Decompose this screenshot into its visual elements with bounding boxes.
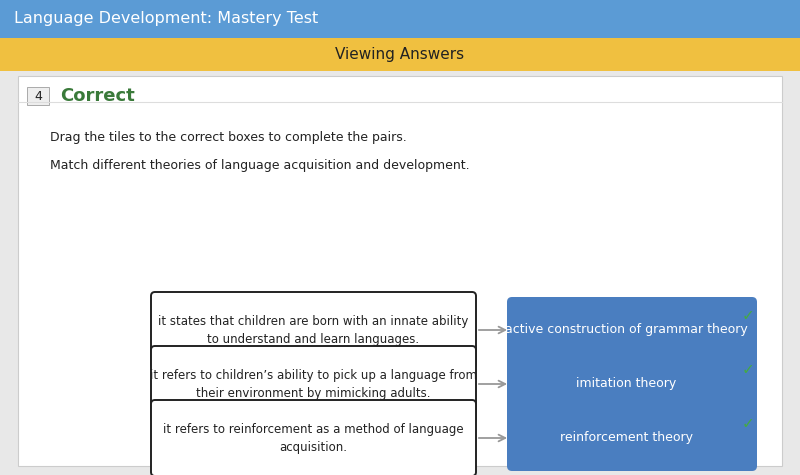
- Text: Language Development: Mastery Test: Language Development: Mastery Test: [14, 11, 318, 27]
- Bar: [0, 38, 800, 71]
- Text: ✓: ✓: [742, 416, 754, 431]
- FancyBboxPatch shape: [151, 292, 476, 368]
- Text: Viewing Answers: Viewing Answers: [335, 47, 465, 62]
- FancyBboxPatch shape: [507, 405, 757, 471]
- Bar: [18, 76, 782, 466]
- FancyBboxPatch shape: [507, 351, 757, 417]
- Text: it refers to reinforcement as a method of language
acquisition.: it refers to reinforcement as a method o…: [163, 422, 464, 454]
- Bar: [0, 0, 800, 38]
- FancyBboxPatch shape: [151, 346, 476, 422]
- FancyBboxPatch shape: [507, 297, 757, 363]
- Text: Drag the tiles to the correct boxes to complete the pairs.: Drag the tiles to the correct boxes to c…: [50, 132, 406, 144]
- Text: ✓: ✓: [742, 362, 754, 377]
- FancyBboxPatch shape: [27, 87, 49, 105]
- Text: it refers to children’s ability to pick up a language from
their environment by : it refers to children’s ability to pick …: [150, 369, 477, 399]
- Text: ✓: ✓: [742, 308, 754, 323]
- Text: reinforcement theory: reinforcement theory: [559, 431, 693, 445]
- Text: Correct: Correct: [60, 87, 134, 105]
- Text: it states that children are born with an innate ability
to understand and learn : it states that children are born with an…: [158, 314, 469, 345]
- Text: active construction of grammar theory: active construction of grammar theory: [505, 323, 747, 336]
- Text: 4: 4: [34, 89, 42, 103]
- Text: Match different theories of language acquisition and development.: Match different theories of language acq…: [50, 159, 470, 171]
- FancyBboxPatch shape: [151, 400, 476, 475]
- Text: imitation theory: imitation theory: [576, 378, 676, 390]
